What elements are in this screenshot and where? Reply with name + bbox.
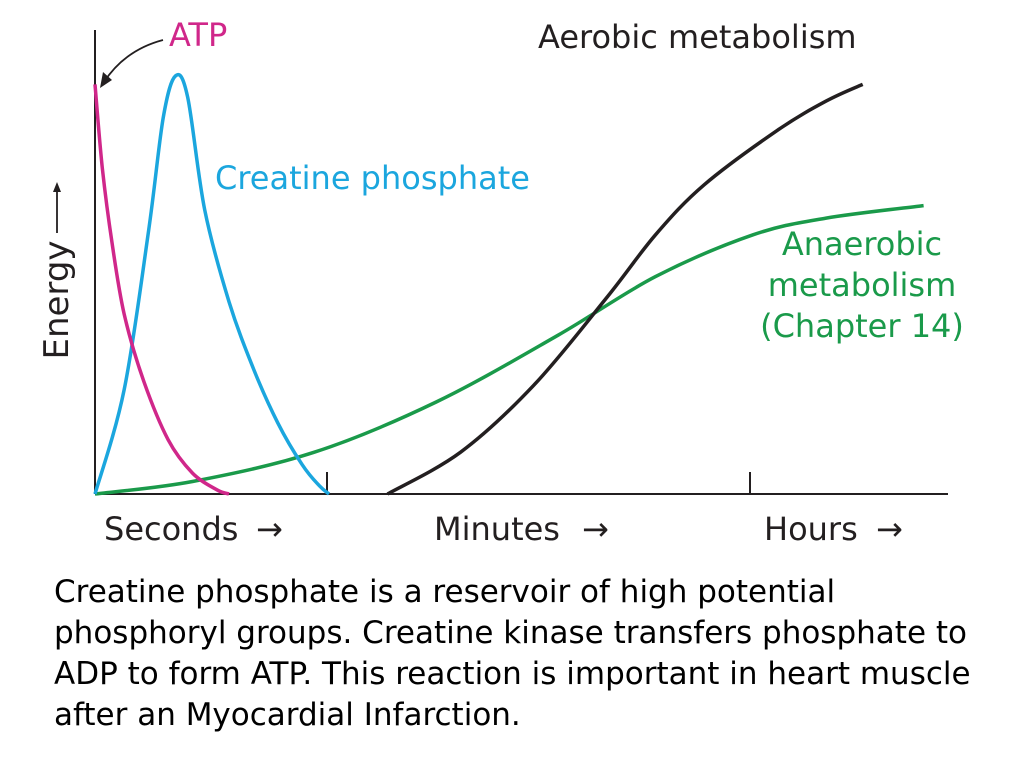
x-label-minutes-arrow: → [582, 510, 609, 548]
x-label-seconds-arrow: → [256, 510, 283, 548]
x-label-minutes: Minutes [434, 510, 560, 548]
series-creatine-line [93, 72, 331, 496]
label-anaerobic-line2: metabolism [768, 266, 957, 304]
label-atp: ATP [169, 16, 227, 54]
series-aerobic-line [386, 82, 864, 496]
atp-pointer-arrow [103, 39, 164, 83]
x-label-hours-arrow: → [876, 510, 903, 548]
y-axis-label: Energy [37, 240, 77, 359]
atp-pointer-arrowhead [100, 72, 112, 88]
caption-text: Creatine phosphate is a reservoir of hig… [54, 574, 971, 733]
label-anaerobic-line3: (Chapter 14) [760, 307, 964, 345]
energy-chart: Energy Seconds → Minutes → Hours → ATP C… [37, 16, 964, 548]
y-axis-label-arrowhead [53, 182, 61, 192]
x-label-seconds: Seconds [104, 510, 238, 548]
series-anaerobic-line [94, 203, 924, 496]
label-aerobic-metabolism: Aerobic metabolism [538, 18, 857, 56]
y-axis-label-group: Energy [37, 240, 77, 359]
x-label-hours: Hours [764, 510, 858, 548]
series-atp-line [93, 84, 230, 496]
label-creatine-phosphate: Creatine phosphate [215, 159, 530, 197]
label-anaerobic-line1: Anaerobic [782, 225, 942, 263]
